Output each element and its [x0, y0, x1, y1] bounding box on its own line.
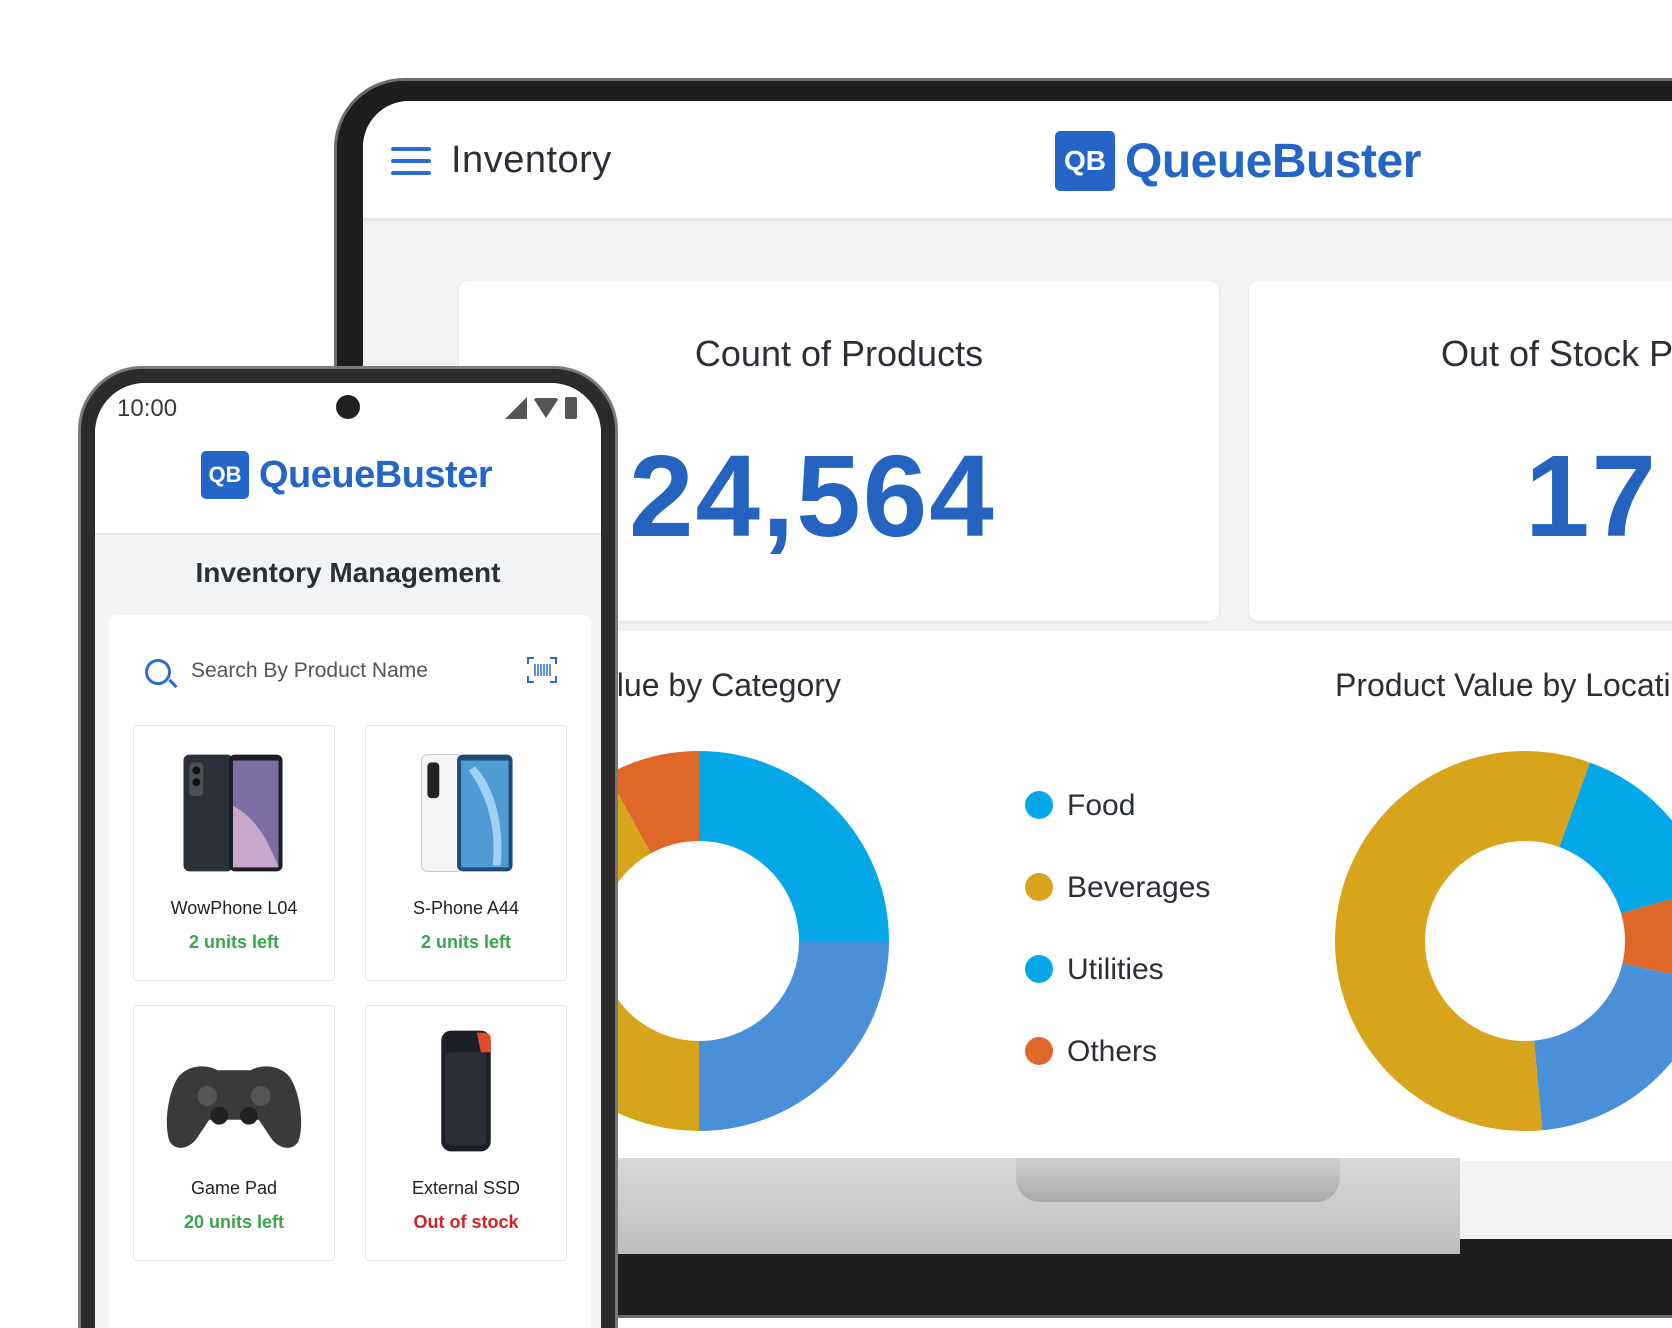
gamepad-icon [166, 1066, 302, 1148]
product-card[interactable]: S-Phone A44 2 units left [365, 725, 567, 981]
page-title: Inventory [451, 139, 612, 181]
donut-slice [1335, 751, 1590, 1131]
status-bar: 10:00 [95, 383, 601, 443]
count-of-products-value: 24,564 [629, 431, 996, 561]
battery-icon [565, 397, 577, 419]
wifi-icon [533, 398, 559, 418]
legend-label: Utilities [1067, 953, 1164, 986]
product-name: S-Phone A44 [412, 898, 520, 918]
product-name: Game Pad [190, 1178, 278, 1198]
signal-icon [505, 397, 527, 419]
count-of-products-title: Count of Products [694, 333, 984, 374]
legend-item-food: Food [1025, 789, 1210, 871]
phone-header: QB QueueBuster [95, 443, 601, 535]
inventory-panel: WowPhone L04 2 units left S-Phone A44 2 … [109, 615, 591, 1328]
product-stock-status: 20 units left [183, 1212, 285, 1232]
phone-frame: 10:00 QB QueueBuster Inventory Managemen… [78, 366, 618, 1328]
legend-label: Food [1067, 789, 1136, 822]
legend-item-utilities: Utilities [1025, 953, 1210, 1035]
status-time: 10:00 [117, 395, 178, 422]
legend-dot [1025, 955, 1053, 983]
donut-slice-food [699, 751, 889, 941]
product-name: External SSD [411, 1178, 521, 1198]
phone-white-icon [420, 754, 513, 872]
brand-name: QueueBuster [1125, 134, 1421, 188]
charts-panel: alue by Category Product Value by Locati… [459, 631, 1672, 1161]
donut-slice [1534, 963, 1672, 1131]
donut-slice [1559, 762, 1672, 914]
brand-name: QueueBuster [259, 453, 493, 496]
out-of-stock-card: Out of Stock P 17 [1249, 281, 1672, 621]
out-of-stock-value: 17 [1525, 431, 1659, 561]
product-stock-status: 2 units left [420, 932, 511, 952]
legend-dot [1025, 791, 1053, 819]
legend-label: Others [1067, 1035, 1158, 1068]
page-title: Inventory Management [195, 557, 501, 588]
status-icons [505, 397, 577, 419]
legend-label: Beverages [1067, 871, 1211, 904]
legend-item-beverages: Beverages [1025, 871, 1210, 953]
phone-dark-icon [183, 754, 283, 872]
legend-dot [1025, 873, 1053, 901]
laptop-notch [1016, 1158, 1340, 1202]
location-chart-title: Product Value by Locatic [1335, 667, 1672, 703]
donut-slice-others [607, 751, 699, 854]
product-card[interactable]: External SSD Out of stock [365, 1005, 567, 1261]
brand-logo: QB QueueBuster [1055, 131, 1421, 191]
brand-mark-icon: QB [1055, 131, 1115, 191]
laptop-header: Inventory QB QueueBuster [363, 101, 1672, 221]
product-stock-status: Out of stock [413, 1212, 519, 1232]
ssd-icon [441, 1030, 491, 1152]
product-card[interactable]: Game Pad 20 units left [133, 1005, 335, 1261]
camera-icon [336, 395, 360, 419]
legend-item-others: Others [1025, 1035, 1210, 1117]
brand-mark-icon: QB [201, 451, 249, 499]
product-name: WowPhone L04 [170, 898, 298, 918]
category-legend: Food Beverages Utilities Others [1025, 789, 1210, 1117]
donut-slice-utilities [699, 941, 889, 1131]
out-of-stock-title: Out of Stock P [1441, 333, 1672, 374]
donut-slice [1621, 898, 1672, 975]
phone-screen: 10:00 QB QueueBuster Inventory Managemen… [95, 383, 601, 1328]
product-card[interactable]: WowPhone L04 2 units left [133, 725, 335, 981]
hamburger-menu-icon[interactable] [391, 145, 433, 177]
category-chart-title: alue by Category [599, 667, 841, 703]
search-input[interactable] [191, 653, 511, 689]
legend-dot [1025, 1037, 1053, 1065]
brand-logo: QB QueueBuster [201, 451, 493, 499]
location-donut-chart [1335, 751, 1672, 1131]
product-stock-status: 2 units left [188, 932, 279, 952]
barcode-scan-icon[interactable] [527, 657, 557, 683]
search-icon[interactable] [145, 659, 171, 685]
